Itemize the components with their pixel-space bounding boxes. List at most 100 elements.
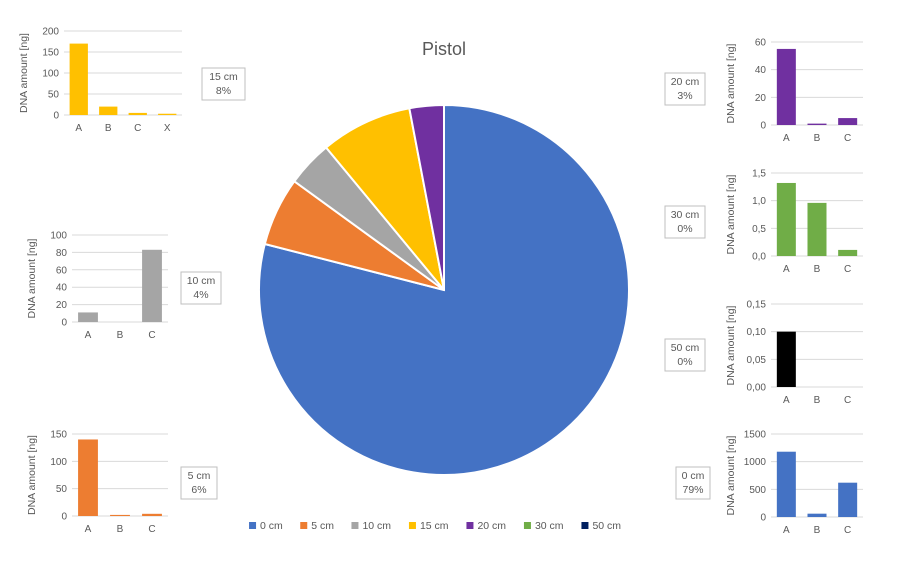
pie-slice-15cm	[324, 107, 445, 291]
x-tick-label: B	[814, 395, 821, 406]
y-tick-label: 150	[42, 48, 59, 59]
y-axis-title: DNA amount [ng]	[725, 43, 737, 123]
y-tick-label: 0,10	[747, 327, 767, 338]
legend-label-10cm: 10 cm	[362, 520, 391, 532]
callout-50cm: 50 cm 0%	[664, 338, 706, 372]
callout-15cm-category: 15 cm	[209, 71, 238, 83]
pie-chart: Pistol 0 cm 5 cm 10 cm 15 cm 20 cm 30 cm 50 cm	[249, 39, 630, 532]
y-tick-label: 0,0	[752, 252, 766, 263]
y-tick-label: 20	[755, 93, 767, 104]
y-tick-label: 60	[755, 38, 767, 49]
bar-B	[807, 513, 827, 517]
bar-chart-30cm: 0,0 0,5 1,0 1,5 A B C DNA amount [ng]	[725, 169, 863, 275]
x-tick-label: A	[85, 524, 92, 535]
legend-swatch-15cm	[408, 522, 416, 529]
y-tick-label: 100	[42, 69, 59, 80]
legend-swatch-5cm	[300, 522, 308, 529]
y-tick-label: 1,5	[752, 169, 766, 180]
legend-label-5cm: 5 cm	[311, 520, 334, 532]
x-tick-label: A	[85, 330, 92, 341]
x-tick-label: A	[783, 525, 790, 536]
x-tick-label: A	[783, 264, 790, 275]
bar-C	[142, 249, 162, 322]
bar-B	[99, 106, 118, 115]
x-tick-label: C	[148, 330, 155, 341]
callout-10cm-category: 10 cm	[187, 275, 216, 287]
y-tick-label: 1000	[744, 457, 767, 468]
y-axis-title: DNA amount [ng]	[725, 435, 737, 515]
y-tick-label: 40	[56, 283, 68, 294]
callout-30cm-percent: 0%	[677, 223, 692, 235]
y-tick-label: 100	[50, 457, 67, 468]
y-tick-label: 200	[42, 27, 59, 38]
callout-50cm-percent: 0%	[677, 356, 692, 368]
callout-10cm: 10 cm 4%	[180, 271, 222, 305]
y-tick-label: 0	[760, 121, 766, 132]
bar-C	[128, 112, 147, 115]
callout-0cm-percent: 79%	[682, 484, 703, 496]
y-tick-label: 150	[50, 430, 67, 441]
bar-B	[110, 514, 130, 516]
y-tick-label: 50	[56, 484, 68, 495]
bar-A	[78, 439, 98, 516]
y-tick-label: 1500	[744, 430, 767, 441]
callout-20cm: 20 cm 3%	[664, 72, 706, 106]
y-tick-label: 100	[50, 231, 67, 242]
bar-B	[807, 202, 827, 256]
callout-15cm-percent: 8%	[216, 85, 231, 97]
bar-A	[776, 182, 796, 256]
callout-50cm-category: 50 cm	[671, 342, 700, 354]
legend-swatch-30cm	[523, 522, 531, 529]
x-tick-label: A	[783, 395, 790, 406]
callout-30cm-category: 30 cm	[671, 209, 700, 221]
legend-swatch-0cm	[249, 522, 257, 529]
x-tick-label: B	[117, 524, 124, 535]
legend-swatch-50cm	[581, 522, 589, 529]
callout-0cm-category: 0 cm	[682, 470, 705, 482]
y-tick-label: 0	[61, 512, 67, 523]
bar-C	[838, 249, 858, 256]
y-tick-label: 500	[749, 485, 766, 496]
y-tick-label: 0	[53, 111, 59, 122]
legend-label-20cm: 20 cm	[477, 520, 506, 532]
pie-legend: 0 cm 5 cm 10 cm 15 cm 20 cm 30 cm 50 cm	[249, 520, 621, 532]
y-tick-label: 40	[755, 65, 767, 76]
x-tick-label: X	[164, 123, 171, 134]
y-tick-label: 50	[48, 90, 60, 101]
y-tick-label: 0,00	[747, 383, 767, 394]
callout-20cm-category: 20 cm	[671, 76, 700, 88]
x-tick-label: B	[814, 133, 821, 144]
legend-swatch-20cm	[466, 522, 474, 529]
bar-chart-50cm: 0,00 0,05 0,10 0,15 A B C DNA amount [ng]	[725, 300, 863, 406]
callout-5cm-category: 5 cm	[188, 470, 211, 482]
callout-5cm: 5 cm 6%	[180, 466, 218, 500]
bar-A	[776, 331, 796, 387]
x-tick-label: C	[844, 133, 851, 144]
bar-C	[142, 513, 162, 516]
bar-X	[158, 113, 177, 115]
y-axis-title: DNA amount [ng]	[725, 305, 737, 385]
bar-A	[78, 312, 98, 322]
bar-C	[838, 118, 858, 125]
y-axis-title: DNA amount [ng]	[26, 435, 38, 515]
bar-chart-5cm: 0 50 100 150 A B C DNA amount [ng]	[26, 430, 168, 535]
legend-label-0cm: 0 cm	[260, 520, 283, 532]
bar-A	[776, 451, 796, 517]
y-tick-label: 20	[56, 300, 68, 311]
x-tick-label: B	[814, 525, 821, 536]
pie-title: Pistol	[422, 39, 466, 59]
x-tick-label: C	[844, 395, 851, 406]
x-tick-label: B	[117, 330, 124, 341]
x-tick-label: C	[844, 264, 851, 275]
legend-label-30cm: 30 cm	[535, 520, 564, 532]
y-tick-label: 1,0	[752, 196, 766, 207]
legend-label-15cm: 15 cm	[420, 520, 449, 532]
callout-20cm-percent: 3%	[677, 90, 692, 102]
callout-10cm-percent: 4%	[193, 289, 208, 301]
pie-slice-20cm	[408, 103, 445, 291]
callout-15cm: 15 cm 8%	[201, 67, 246, 101]
x-tick-label: C	[148, 524, 155, 535]
legend-label-50cm: 50 cm	[592, 520, 621, 532]
bar-A	[776, 48, 796, 125]
